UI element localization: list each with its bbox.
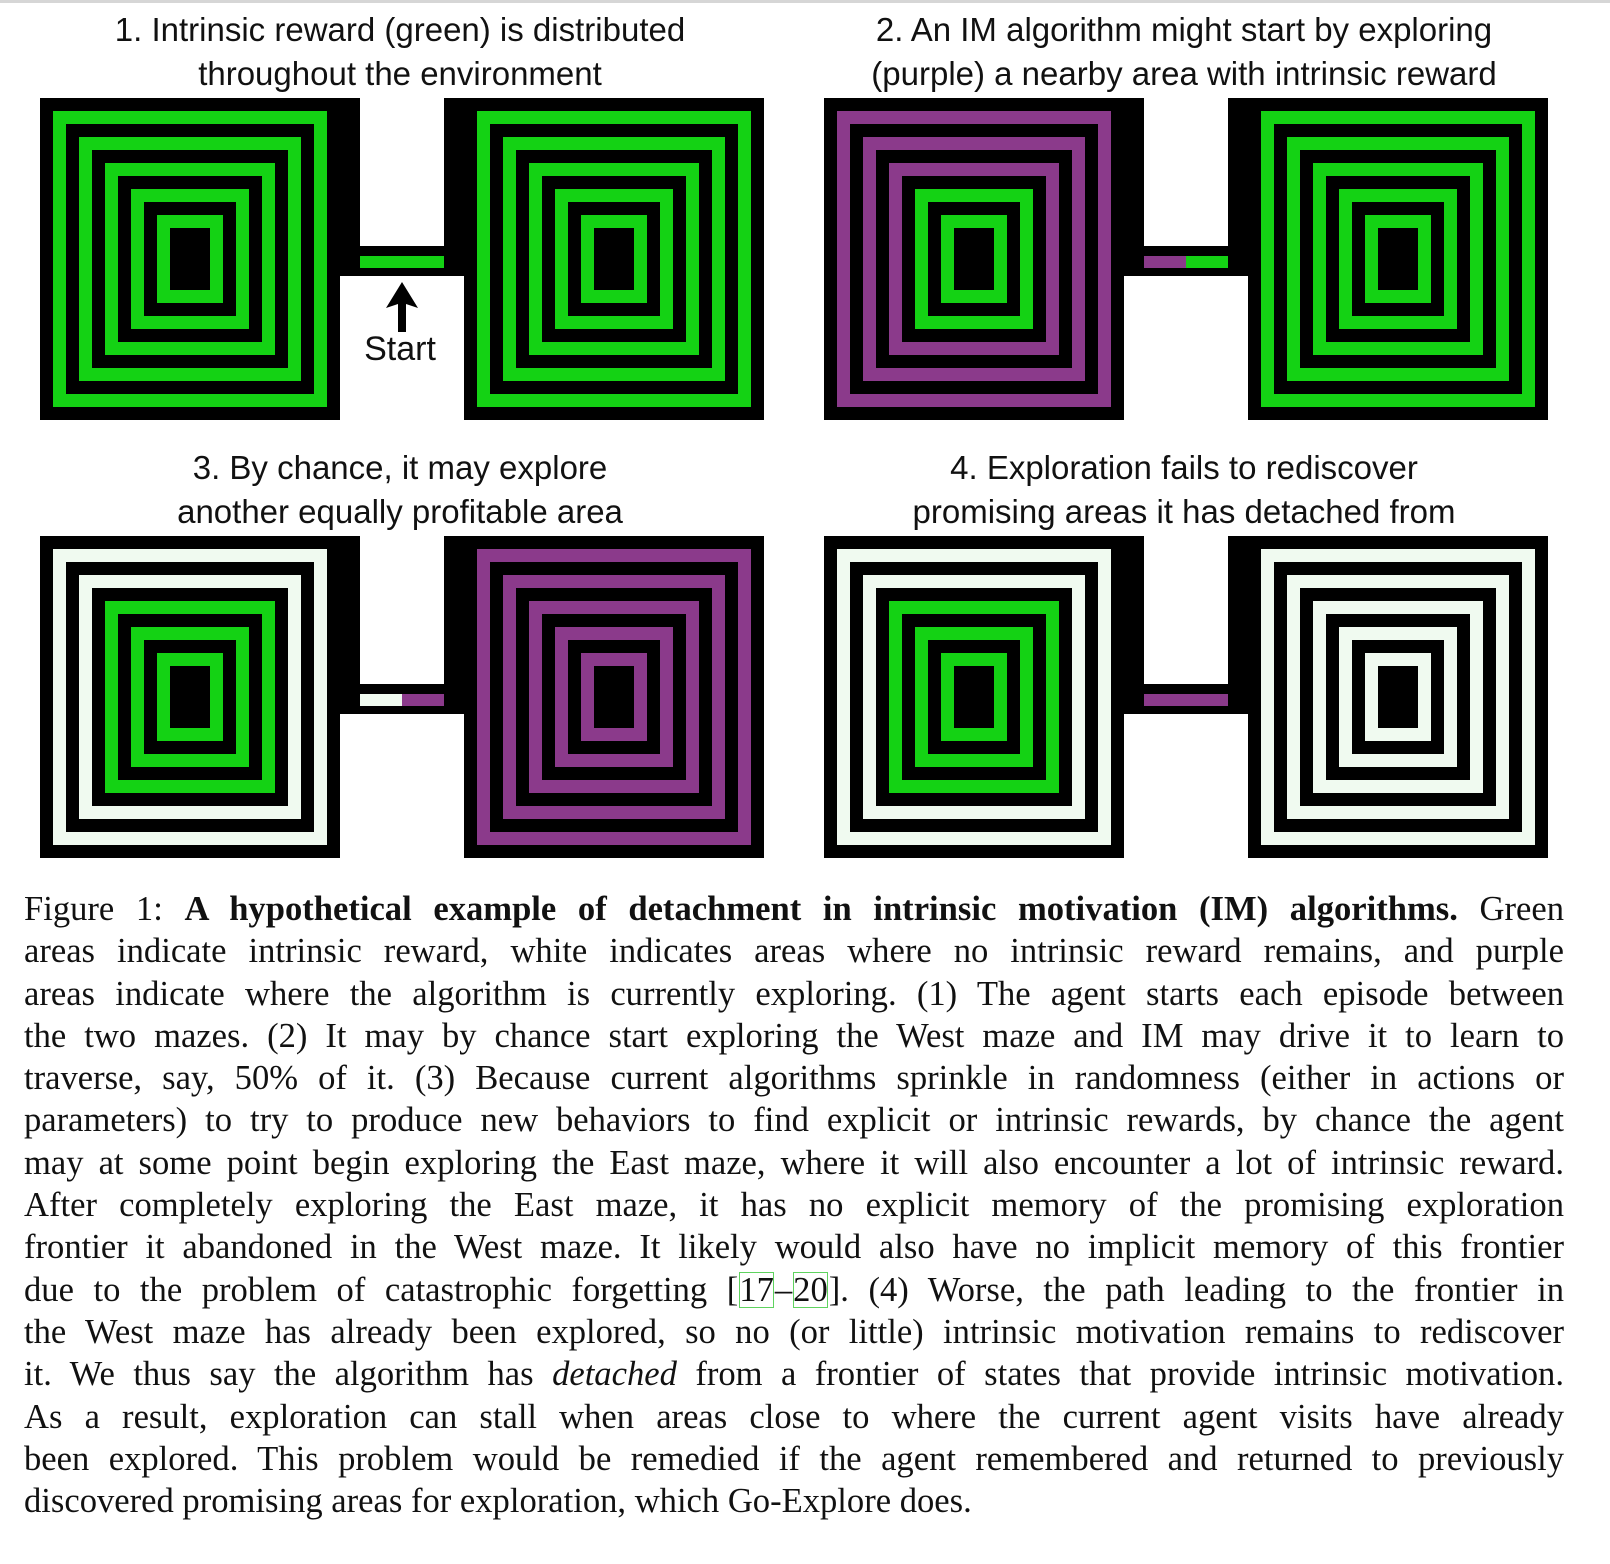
panel-2-title-line-1: 2. An IM algorithm might start by explor… — [875, 11, 1493, 48]
caption-line: parameters) to try to produce new behavi… — [24, 1101, 1564, 1140]
maze-4-east-maze-spiral-break — [1406, 666, 1418, 679]
maze-3-east-maze-spiral-break — [622, 666, 634, 679]
panel-1-title-line-1: 1. Intrinsic reward (green) is distribut… — [114, 11, 686, 48]
maze-1-west-maze-spiral-break — [198, 176, 210, 189]
panel-2-maze-pair — [824, 98, 1548, 420]
panel-4-title-line-1: 4. Exploration fails to rediscover — [950, 449, 1418, 486]
maze-4-west-maze-spiral-break — [982, 588, 994, 601]
caption-line: Figure 1: A hypothetical example of deta… — [24, 888, 1564, 930]
maze-2-west-maze-spiral-break — [982, 150, 994, 163]
maze-2-west-maze-spiral-break — [982, 124, 994, 137]
maze-3-east-maze-spiral-break — [622, 562, 634, 575]
maze-4-east-maze-spiral-break — [1406, 640, 1418, 653]
maze-3-east-maze-spiral-break — [622, 640, 634, 653]
maze-2-west-maze-spiral-break — [982, 176, 994, 189]
maze-3-east-maze-spiral-break — [622, 614, 634, 627]
maze-2-west-exit — [1124, 98, 1144, 276]
maze-1-east-maze-spiral-break — [622, 228, 634, 241]
caption-line: the West maze has already been explored,… — [24, 1312, 1564, 1351]
maze-3-west-maze-spiral-break — [198, 588, 210, 601]
panel-2-title-line-2: (purple) a nearby area with intrinsic re… — [871, 55, 1497, 92]
maze-1-east-maze-spiral-break — [622, 124, 634, 137]
maze-4-west-maze-spiral-break — [982, 666, 994, 679]
maze-1-west-exit — [340, 98, 360, 276]
maze-4-west-maze-spiral-break — [982, 562, 994, 575]
maze-4-east-maze-spiral-break — [1406, 562, 1418, 575]
figure-caption: Figure 1: A hypothetical example of deta… — [24, 888, 1564, 1522]
maze-3-west-maze-spiral-break — [198, 640, 210, 653]
panel-3-title-line-1: 3. By chance, it may explore — [192, 449, 608, 486]
panel-3-title-line-2: another equally profitable area — [177, 493, 623, 530]
maze-2-east-maze-spiral-break — [1406, 124, 1418, 137]
caption-text: Green — [1457, 890, 1565, 928]
figure-label: Figure 1: — [24, 890, 185, 928]
panel-1-maze-pair — [40, 98, 764, 420]
caption-line: discovered promising areas for explorati… — [24, 1482, 972, 1521]
citation-link-20[interactable]: 20 — [793, 1270, 828, 1309]
maze-1-east-maze-spiral-break — [622, 150, 634, 163]
panel-3-maze-pair — [40, 536, 764, 858]
maze-3-east-exit — [444, 536, 464, 714]
maze-2-east-maze-spiral-break — [1406, 228, 1418, 241]
maze-4-west-maze-spiral-break — [982, 614, 994, 627]
start-arrow-icon — [382, 282, 422, 332]
maze-2-east-maze-spiral-break — [1406, 202, 1418, 215]
maze-1-east-maze-spiral-break — [622, 202, 634, 215]
panel-1-title-line-2: throughout the environment — [198, 55, 602, 92]
caption-line: As a result, exploration can stall when … — [24, 1397, 1564, 1436]
emphasis-detached: detached — [552, 1355, 677, 1394]
maze-1-east-maze-spiral-break — [622, 176, 634, 189]
panel-3-title: 3. By chance, it may explore another equ… — [0, 446, 800, 534]
maze-2-east-exit — [1228, 98, 1248, 276]
maze-4-east-exit — [1228, 536, 1248, 714]
maze-1-west-maze-spiral-break — [198, 228, 210, 241]
maze-2-west-maze-spiral-break — [982, 228, 994, 241]
maze-2-east-maze-spiral-break — [1406, 176, 1418, 189]
panel-4-title: 4. Exploration fails to rediscover promi… — [784, 446, 1584, 534]
caption-line: frontier it abandoned in the West maze. … — [24, 1228, 1564, 1267]
maze-4-west-maze-spiral-break — [982, 640, 994, 653]
caption-line: due to the problem of catastrophic forge… — [24, 1269, 1564, 1311]
maze-4-east-maze-spiral-break — [1406, 614, 1418, 627]
caption-line: the two mazes. (2) It may by chance star… — [24, 1016, 1564, 1055]
caption-text: it. We thus say the algorithm has — [24, 1355, 553, 1394]
panel-2-title: 2. An IM algorithm might start by explor… — [784, 8, 1584, 96]
start-label: Start — [364, 330, 436, 368]
maze-1-west-maze-spiral-break — [198, 150, 210, 163]
maze-4-west-exit — [1124, 536, 1144, 714]
panel-4-maze-pair — [824, 536, 1548, 858]
top-border — [0, 0, 1610, 3]
maze-3-east-maze-spiral-break — [622, 588, 634, 601]
maze-3-west-maze-spiral-break — [198, 614, 210, 627]
maze-3-west-exit — [340, 536, 360, 714]
caption-line: areas indicate intrinsic reward, white i… — [24, 932, 1564, 971]
caption-text: due to the problem of catastrophic forge… — [24, 1270, 739, 1309]
caption-line: traverse, say, 50% of it. (3) Because cu… — [24, 1059, 1564, 1098]
maze-1-east-exit — [444, 98, 464, 276]
panel-4-title-line-2: promising areas it has detached from — [912, 493, 1456, 530]
citation-link-17[interactable]: 17 — [739, 1270, 774, 1309]
caption-line: areas indicate where the algorithm is cu… — [24, 974, 1564, 1013]
maze-3-west-maze-spiral-break — [198, 666, 210, 679]
maze-1-west-maze-spiral-break — [198, 124, 210, 137]
maze-3-west-maze-spiral-break — [198, 562, 210, 575]
maze-4-east-maze-spiral-break — [1406, 588, 1418, 601]
caption-line: may at some point begin exploring the Ea… — [24, 1143, 1564, 1182]
panel-1-title: 1. Intrinsic reward (green) is distribut… — [0, 8, 800, 96]
caption-line: been explored. This problem would be rem… — [24, 1439, 1564, 1478]
figure-title: A hypothetical example of detachment in … — [184, 890, 1458, 928]
caption-text: ]. (4) Worse, the path leading to the fr… — [828, 1270, 1565, 1309]
caption-text: from a frontier of states that provide i… — [676, 1355, 1564, 1394]
maze-2-west-maze-spiral-break — [982, 202, 994, 215]
maze-2-east-maze-spiral-break — [1406, 150, 1418, 163]
caption-text: – — [774, 1270, 793, 1309]
maze-1-west-maze-spiral-break — [198, 202, 210, 215]
caption-line: After completely exploring the East maze… — [24, 1186, 1564, 1225]
caption-line: it. We thus say the algorithm has detach… — [24, 1353, 1564, 1395]
